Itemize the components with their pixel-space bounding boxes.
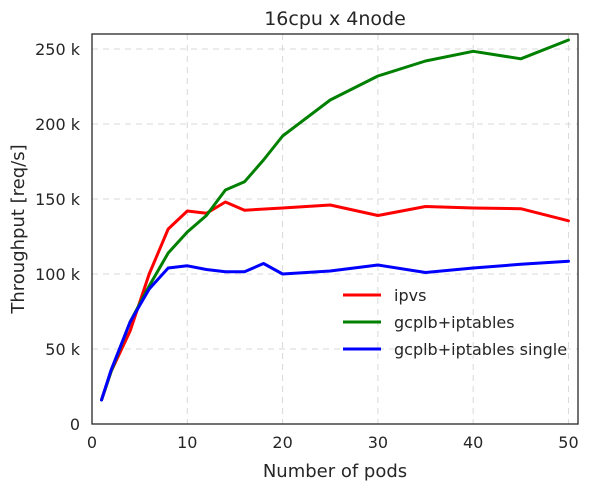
legend-label: gcplb+iptables single (394, 340, 567, 359)
grid (91, 34, 578, 425)
y-tick-label: 50 k (45, 340, 80, 359)
x-axis-title: Number of pods (263, 461, 407, 482)
y-axis-title: Throughput [req/s] (8, 144, 29, 314)
y-axis-ticks: 0 50 k 100 k 150 k 200 k 250 k (35, 40, 81, 434)
x-tick-label: 0 (87, 433, 97, 452)
series-line-ipvs (100, 200, 570, 402)
series-layer (100, 38, 570, 402)
y-tick-label: 150 k (35, 190, 81, 209)
y-tick-label: 250 k (35, 40, 81, 59)
plot-frame (91, 33, 579, 425)
x-tick-label: 50 (558, 433, 578, 452)
x-tick-label: 40 (463, 433, 483, 452)
chart-title: 16cpu x 4node (264, 8, 406, 30)
series-line-gcplb-iptables-single (100, 259, 570, 402)
legend-label: ipvs (394, 286, 426, 305)
legend: ipvs gcplb+iptables gcplb+iptables single (343, 286, 567, 359)
x-tick-label: 30 (368, 433, 388, 452)
x-tick-label: 20 (272, 433, 292, 452)
y-tick-label: 0 (70, 415, 80, 434)
x-tick-label: 10 (177, 433, 197, 452)
y-tick-label: 200 k (35, 115, 81, 134)
y-tick-label: 100 k (35, 265, 81, 284)
x-axis-ticks: 0 10 20 30 40 50 (87, 433, 579, 452)
legend-label: gcplb+iptables (394, 313, 515, 332)
